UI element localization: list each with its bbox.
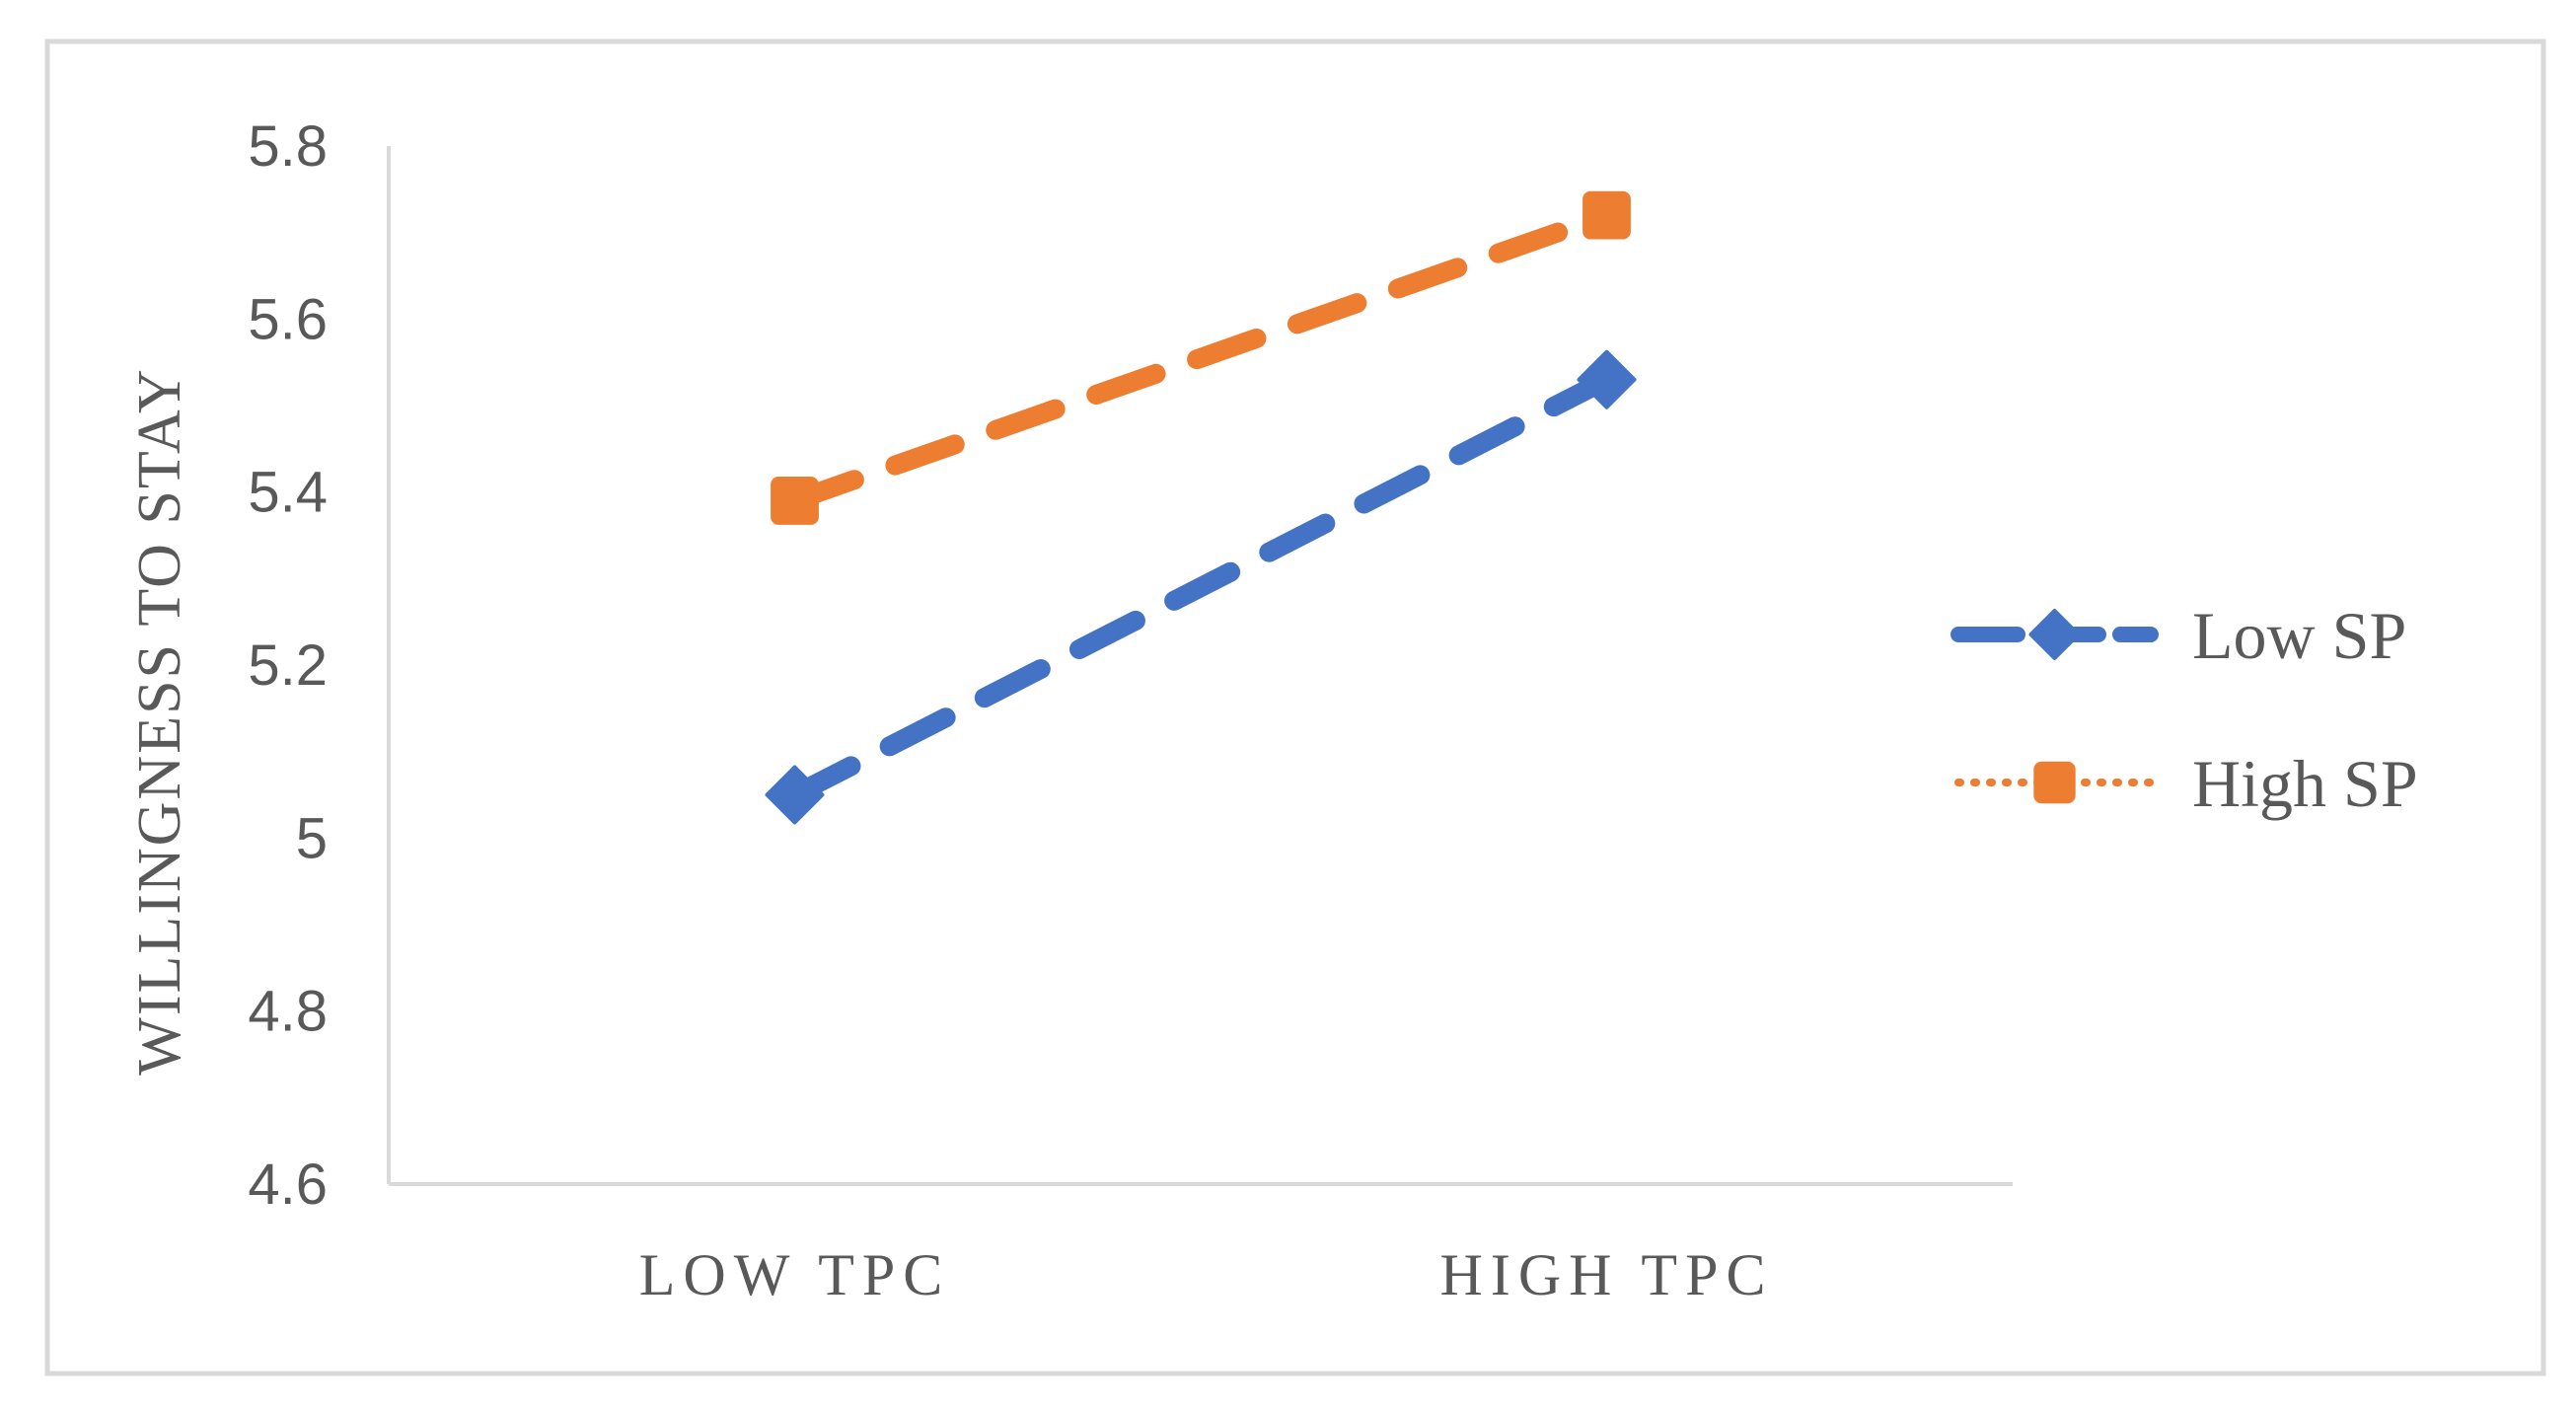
legend-item: Low SP bbox=[1950, 598, 2406, 673]
data-point bbox=[765, 765, 825, 825]
data-point bbox=[1582, 190, 1631, 240]
legend-label: Low SP bbox=[2192, 598, 2406, 673]
x-tick-label: HIGH TPC bbox=[1440, 1242, 1774, 1307]
y-axis-title: WILLINGNESS TO STAY bbox=[126, 367, 193, 1075]
y-axis-ticks: 4.6 4.8 5 5.2 5.4 5.6 5.8 bbox=[248, 114, 328, 1217]
plot-area bbox=[765, 190, 1637, 825]
data-point bbox=[1577, 349, 1637, 409]
series-group bbox=[765, 349, 1637, 825]
y-tick-label: 5.2 bbox=[248, 633, 328, 698]
y-tick-label: 5.4 bbox=[248, 461, 328, 525]
x-axis-ticks: LOW TPC HIGH TPC bbox=[639, 1242, 1774, 1307]
series-line bbox=[784, 369, 1617, 805]
legend-marker bbox=[2028, 609, 2081, 660]
y-tick-label: 5.6 bbox=[248, 287, 328, 351]
series-group bbox=[771, 190, 1631, 525]
legend-label: High SP bbox=[2192, 746, 2418, 821]
chart-border bbox=[44, 38, 2546, 1377]
y-tick-label: 4.8 bbox=[248, 980, 328, 1044]
x-tick-label: LOW TPC bbox=[639, 1242, 950, 1307]
data-point bbox=[771, 477, 819, 525]
y-tick-label: 5 bbox=[296, 806, 328, 870]
legend-marker bbox=[2033, 761, 2076, 804]
y-tick-label: 5.8 bbox=[248, 114, 328, 179]
series-line bbox=[784, 205, 1617, 511]
legend-item: High SP bbox=[1954, 746, 2418, 821]
y-tick-label: 4.6 bbox=[248, 1153, 328, 1217]
legend: Low SP High SP bbox=[1950, 598, 2418, 821]
